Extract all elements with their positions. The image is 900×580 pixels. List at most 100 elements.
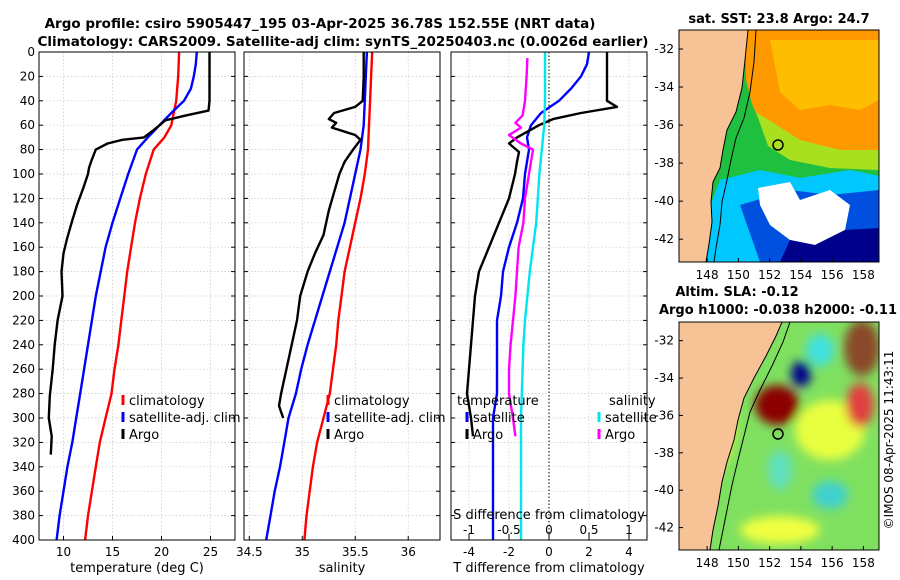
sla-yellow-blob: [740, 516, 820, 544]
sst-no-data-region: [758, 182, 850, 245]
legend-label: satellite-adj. clim: [334, 411, 446, 426]
map-x-tick-label: 152: [758, 268, 781, 282]
y-tick-label: 380: [12, 509, 35, 523]
x-tick-label: 36: [401, 545, 416, 559]
y-tick-label: 120: [12, 191, 35, 205]
map-x-tick-label: 154: [789, 268, 812, 282]
sla-warm-eddy: [755, 385, 799, 425]
top-x-tick-label: -0.5: [497, 523, 520, 537]
x-axis-label: T difference from climatology: [452, 561, 645, 576]
y-tick-label: 280: [12, 387, 35, 401]
x-tick-label: 34.5: [236, 545, 263, 559]
map-y-tick-label: -40: [654, 194, 674, 208]
y-tick-label: 140: [12, 216, 35, 230]
map-y-tick-label: -32: [654, 42, 674, 56]
x-tick-label: 35: [295, 545, 310, 559]
sla-map-frame: [678, 321, 880, 551]
sst-land: [679, 30, 749, 262]
sst-shelf-contour: [713, 30, 757, 262]
x-tick-label: -2: [503, 545, 515, 559]
x-axis-label: salinity: [319, 561, 366, 576]
legend-label: Argo: [473, 428, 503, 443]
series-line-climatology: [303, 51, 374, 541]
y-tick-label: 80: [20, 143, 35, 157]
y-tick-label: 400: [12, 533, 35, 547]
y-tick-label: 160: [12, 240, 35, 254]
y-tick-label: 0: [27, 45, 35, 59]
x-tick-label: 0: [545, 545, 553, 559]
y-tick-label: 340: [12, 460, 35, 474]
x-tick-label: 15: [105, 545, 120, 559]
salinity-panel: 34.5 35 35.5 36 salinity climatology satellite…: [236, 51, 446, 576]
map-y-tick-label: -38: [654, 446, 674, 460]
x-tick-label: -4: [463, 545, 475, 559]
legend-label: satellite: [473, 411, 525, 426]
sla-cyan-blob: [806, 334, 834, 366]
map-y-tick-label: -42: [654, 232, 674, 246]
x-tick-label: 25: [203, 545, 218, 559]
map-x-tick-label: 158: [852, 268, 875, 282]
figure-title-line2: Climatology: CARS2009. Satellite-adj cli…: [38, 34, 649, 50]
map-x-tick-label: 150: [727, 556, 750, 570]
x-tick-label: 20: [154, 545, 169, 559]
sla-argo-marker: [772, 428, 784, 440]
top-x-tick-label: 0: [545, 523, 553, 537]
legend-label: climatology: [334, 394, 410, 409]
y-tick-label: 200: [12, 289, 35, 303]
y-tick-label: 220: [12, 313, 35, 327]
x-tick-label: 35.5: [342, 545, 369, 559]
y-tick-label: 300: [12, 411, 35, 425]
series-line-t-satellite: [491, 51, 591, 540]
sla-cyan-blob: [768, 450, 792, 490]
y-tick-label: 260: [12, 362, 35, 376]
y-tick-label: 360: [12, 484, 35, 498]
map-x-tick-label: 148: [696, 556, 719, 570]
series-line-s-satellite: [519, 52, 547, 540]
legend-label: Argo: [129, 428, 159, 443]
map-x-tick-label: 154: [789, 556, 812, 570]
sla-land: [679, 322, 783, 550]
legend-group-title: salinity: [609, 394, 656, 409]
map-x-tick-label: 156: [821, 556, 844, 570]
sla-brown-blob: [844, 322, 879, 376]
sla-map-title-line1: Altim. SLA: -0.12: [675, 285, 798, 300]
map-y-tick-label: -36: [654, 408, 674, 422]
legend-group-title: temperature: [457, 394, 539, 409]
series-line-argo: [47, 52, 211, 455]
legend-label: satellite: [605, 411, 657, 426]
sla-cold-eddy: [791, 361, 811, 387]
watermark: ©IMOS 08-Apr-2025 11:43:11: [882, 351, 896, 530]
difference-panel: -4 -2 0 2 4 T difference from climatology S di…: [450, 51, 657, 576]
sst-map-title: sat. SST: 23.8 Argo: 24.7: [688, 12, 869, 27]
sla-red-blob: [846, 383, 874, 427]
map-x-tick-label: 156: [821, 268, 844, 282]
map-x-tick-label: 150: [727, 268, 750, 282]
y-tick-label: 320: [12, 435, 35, 449]
legend-label: Argo: [334, 428, 364, 443]
legend-label: climatology: [129, 394, 205, 409]
map-x-tick-label: 158: [852, 556, 875, 570]
map-y-tick-label: -34: [654, 80, 674, 94]
sla-yellow-blob: [795, 400, 865, 460]
map-y-tick-label: -34: [654, 371, 674, 385]
map-y-tick-label: -38: [654, 156, 674, 170]
top-x-tick-label: 1: [625, 523, 633, 537]
temperature-panel: 0 20 40 60 80 100 120 140 160 180 200 220 240 260 280 3…: [12, 45, 241, 576]
sst-transition-region: [756, 112, 879, 170]
series-line-s-argo: [507, 58, 535, 437]
y-tick-label: 40: [20, 94, 35, 108]
y-tick-label: 20: [20, 69, 35, 83]
map-y-tick-label: -40: [654, 483, 674, 497]
figure-title-line1: Argo profile: csiro 5905447_195 03-Apr-2…: [45, 16, 596, 32]
y-tick-label: 60: [20, 118, 35, 132]
sla-map-title-line2: Argo h1000: -0.038 h2000: -0.11: [659, 303, 897, 318]
sst-map-frame: [678, 29, 880, 263]
sst-argo-marker: [772, 139, 784, 151]
map-y-tick-label: -36: [654, 118, 674, 132]
series-line-climatology: [83, 51, 181, 541]
legend-label: Argo: [605, 428, 635, 443]
sst-coldest-region: [780, 228, 879, 262]
map-y-tick-label: -32: [654, 334, 674, 348]
top-x-tick-label: -1: [463, 523, 475, 537]
